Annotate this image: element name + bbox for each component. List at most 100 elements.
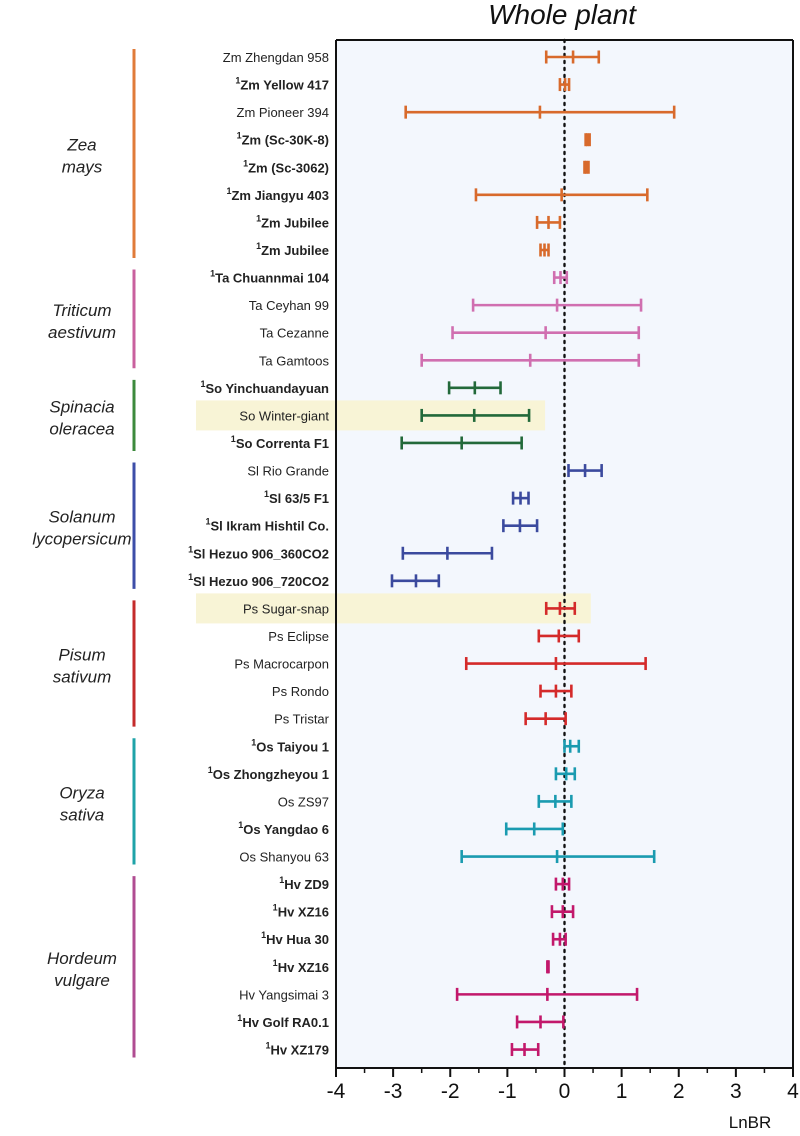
category-label: 1Hv XZ179: [265, 1041, 329, 1058]
footnote-superscript: 1: [238, 820, 243, 830]
x-tick-label: 4: [787, 1080, 799, 1103]
category-name: Ps Macrocarpon: [234, 657, 329, 672]
category-label: 1So Yinchuandayuan: [200, 379, 329, 396]
species-name-line2: vulgare: [54, 971, 110, 990]
x-tick-label: 1: [616, 1080, 628, 1103]
species-name-line1: Pisum: [58, 646, 105, 665]
category-name: Hv ZD9: [284, 877, 329, 892]
category-name: Hv Yangsimai 3: [239, 987, 329, 1002]
footnote-superscript: 1: [231, 434, 236, 444]
species-name-line2: oleracea: [49, 419, 114, 438]
species-annotations: Zea mays Triticum aestivum Spinacia oleracea S…: [32, 49, 136, 1058]
category-name: So Winter-giant: [239, 408, 329, 423]
species-name-line1: Zea: [66, 135, 96, 154]
category-name: Ps Rondo: [272, 684, 329, 699]
x-tick-label: -2: [441, 1080, 460, 1103]
category-name: Sl Ikram Hishtil Co.: [211, 519, 329, 534]
category-label: 1Ta Chuannmai 104: [210, 269, 330, 286]
category-name: Hv XZ16: [278, 960, 329, 975]
category-name: Os Yangdao 6: [243, 822, 329, 837]
species-name-line1: Oryza: [59, 783, 104, 802]
category-label: 1Zm Jubilee: [256, 213, 329, 230]
category-label: 1Hv Golf RA0.1: [237, 1013, 329, 1030]
footnote-superscript: 1: [261, 930, 266, 940]
footnote-superscript: 1: [251, 737, 256, 747]
species-name-line2: sativa: [60, 805, 104, 824]
category-label: 1Os Zhongzheyou 1: [208, 765, 329, 782]
x-axis-label: LnBR: [729, 1113, 772, 1132]
category-label: Ps Macrocarpon: [234, 657, 329, 672]
footnote-superscript: 1: [210, 269, 215, 279]
footnote-superscript: 1: [273, 958, 278, 968]
category-label: Hv Yangsimai 3: [239, 987, 329, 1002]
category-label: 1Zm Jiangyu 403: [226, 186, 329, 203]
category-name: Ps Tristar: [274, 712, 330, 727]
category-name: Sl 63/5 F1: [269, 491, 329, 506]
category-name: Zm (Sc-30K-8): [242, 133, 329, 148]
species-name-line2: lycopersicum: [32, 530, 131, 549]
footnote-superscript: 1: [226, 186, 231, 196]
category-name: Zm Jubilee: [261, 215, 329, 230]
species-name-line1: Hordeum: [47, 949, 117, 968]
species-name-line1: Triticum: [52, 301, 111, 320]
highlight-band-label: [196, 593, 336, 624]
category-label: 1Zm Jubilee: [256, 241, 329, 258]
category-label: 1Hv XZ16: [273, 903, 329, 920]
footnote-superscript: 1: [265, 1041, 270, 1051]
category-label: 1Sl Hezuo 906_360CO2: [188, 544, 329, 561]
category-label: Sl Rio Grande: [247, 464, 329, 479]
category-name: Hv Golf RA0.1: [242, 1015, 329, 1030]
species-name-line1: Spinacia: [49, 397, 114, 416]
category-name: Zm Pioneer 394: [237, 105, 330, 120]
category-name: So Correnta F1: [236, 436, 329, 451]
x-tick-label: 2: [673, 1080, 685, 1103]
footnote-superscript: 1: [235, 76, 240, 86]
category-label: 1Os Yangdao 6: [238, 820, 329, 837]
category-name: Sl Hezuo 906_360CO2: [193, 546, 329, 561]
x-tick-label: -4: [327, 1080, 346, 1103]
category-label: Os Shanyou 63: [239, 850, 329, 865]
category-name: Os Taiyou 1: [256, 739, 329, 754]
category-label: Zm Zhengdan 958: [223, 50, 329, 65]
category-label: 1Sl Hezuo 906_720CO2: [188, 572, 329, 589]
category-label: 1Hv Hua 30: [261, 930, 329, 947]
footnote-superscript: 1: [264, 489, 269, 499]
category-label: So Winter-giant: [239, 408, 329, 423]
category-name: Sl Rio Grande: [247, 464, 329, 479]
chart-title: Whole plant: [488, 0, 637, 30]
category-name: Hv XZ16: [278, 905, 329, 920]
category-name: Ps Sugar-snap: [243, 601, 329, 616]
category-label: 1Zm (Sc-30K-8): [237, 131, 329, 148]
category-label: Ps Tristar: [274, 712, 330, 727]
category-label: 1Zm Yellow 417: [235, 76, 329, 93]
axes: -4 -3 -2 -1 0 1 2 3 4: [327, 39, 799, 1103]
footnote-superscript: 1: [256, 241, 261, 251]
category-label: 1Sl Ikram Hishtil Co.: [206, 517, 330, 534]
row-highlights: [196, 400, 591, 624]
category-label: 1Hv XZ16: [273, 958, 329, 975]
species-name-line2: aestivum: [48, 323, 116, 342]
category-label: Ps Rondo: [272, 684, 329, 699]
category-name: Os Zhongzheyou 1: [213, 767, 329, 782]
category-label: 1Os Taiyou 1: [251, 737, 329, 754]
category-label: 1Zm (Sc-3062): [243, 158, 329, 175]
category-label: Ps Sugar-snap: [243, 601, 329, 616]
footnote-superscript: 1: [208, 765, 213, 775]
category-name: Ta Ceyhan 99: [249, 298, 329, 313]
footnote-superscript: 1: [279, 875, 284, 885]
footnote-superscript: 1: [256, 213, 261, 223]
category-name: Zm Zhengdan 958: [223, 50, 329, 65]
category-name: Os ZS97: [278, 794, 329, 809]
category-label: 1Sl 63/5 F1: [264, 489, 329, 506]
x-tick-label: 0: [559, 1080, 571, 1103]
category-name: Sl Hezuo 906_720CO2: [193, 574, 329, 589]
footnote-superscript: 1: [273, 903, 278, 913]
footnote-superscript: 1: [237, 131, 242, 141]
x-tick-label: 3: [730, 1080, 742, 1103]
footnote-superscript: 1: [188, 572, 193, 582]
category-label: Ps Eclipse: [268, 629, 329, 644]
category-name: Zm Yellow 417: [240, 78, 329, 93]
category-name: Zm Jubilee: [261, 243, 329, 258]
